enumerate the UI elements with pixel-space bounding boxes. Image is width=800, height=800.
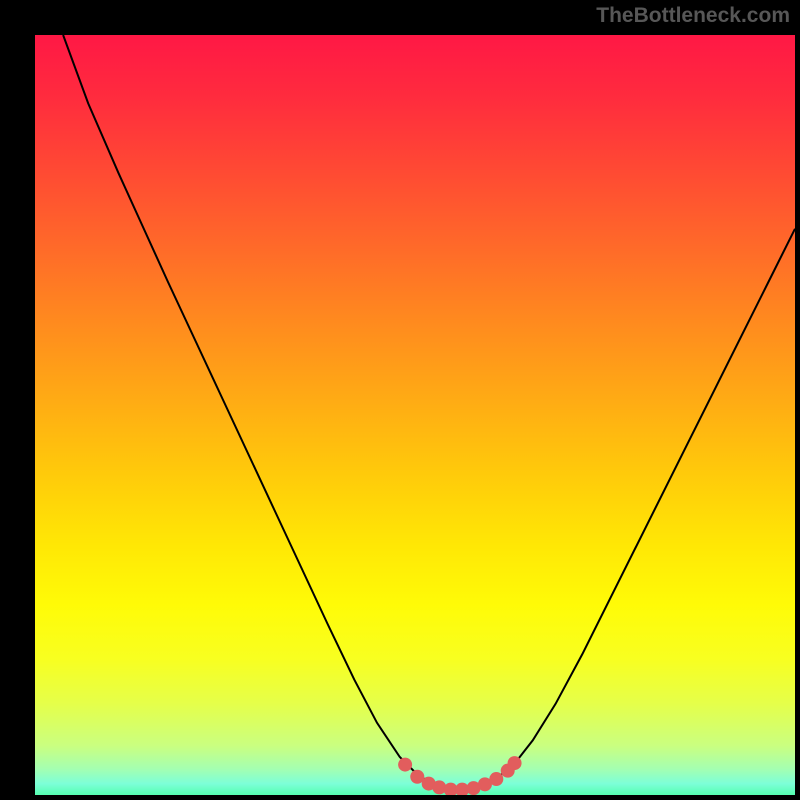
watermark-text: TheBottleneck.com xyxy=(596,4,790,28)
bottom-markers xyxy=(35,35,795,795)
chart-container: TheBottleneck.com xyxy=(0,0,800,800)
plot-area xyxy=(35,35,795,795)
